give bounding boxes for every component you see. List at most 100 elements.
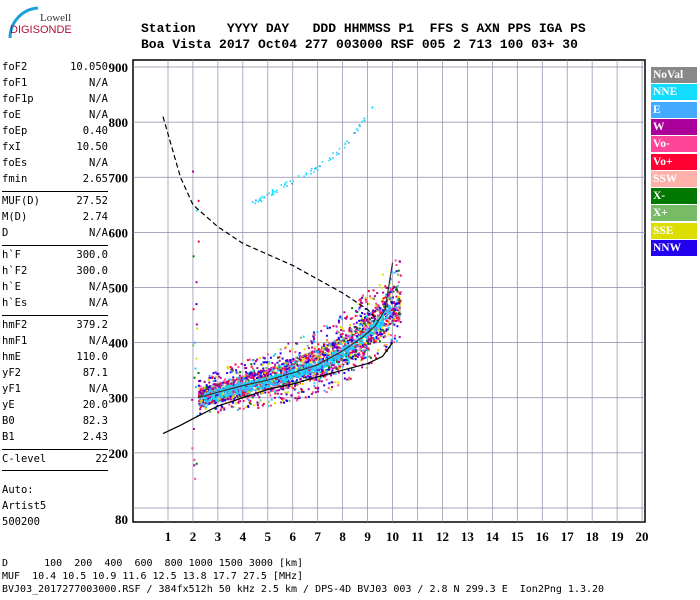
echo-point: [337, 337, 340, 340]
echo-point: [307, 388, 310, 391]
echo-point: [314, 370, 317, 373]
echo-point: [355, 329, 358, 332]
echo-point: [296, 379, 299, 382]
echo-point: [397, 306, 400, 309]
x-trace-point: [318, 165, 321, 167]
echo-point: [354, 351, 357, 354]
echo-point: [191, 447, 194, 450]
echo-point: [338, 343, 341, 346]
echo-point: [273, 383, 276, 386]
echo-point: [305, 361, 308, 364]
echo-point: [295, 362, 298, 365]
echo-point: [320, 348, 323, 351]
echo-point: [378, 333, 381, 336]
echo-point: [373, 354, 376, 357]
echo-point: [199, 406, 202, 409]
echo-point: [266, 377, 269, 380]
x-trace-point: [280, 184, 283, 186]
echo-point: [247, 388, 250, 391]
echo-point: [339, 315, 342, 318]
echo-point: [393, 341, 396, 344]
echo-point: [397, 269, 400, 272]
echo-point: [259, 377, 262, 380]
echo-point: [275, 366, 278, 369]
echo-point: [247, 399, 250, 402]
legend-item-voplus: Vo+: [651, 153, 697, 170]
param-value: N/A: [89, 297, 108, 309]
x-tick-label: 5: [265, 529, 272, 544]
echo-point: [254, 380, 257, 383]
echo-point: [226, 387, 229, 390]
param-name: B1: [2, 431, 15, 443]
echo-point: [305, 378, 308, 381]
echo-point: [264, 371, 267, 374]
echo-point: [283, 371, 286, 374]
echo-point: [343, 340, 346, 343]
echo-point: [299, 373, 302, 376]
echo-point: [364, 316, 367, 319]
echo-point: [389, 278, 392, 281]
echo-point: [323, 348, 326, 351]
param-name: foF1p: [2, 93, 34, 105]
echo-point: [312, 360, 315, 363]
param-row: yE 20.0: [2, 399, 108, 415]
echo-point: [348, 346, 351, 349]
echo-point: [398, 302, 401, 305]
echo-point: [260, 383, 263, 386]
echo-point: [210, 390, 213, 393]
echo-point: [243, 364, 246, 367]
echo-point: [201, 400, 204, 403]
legend-item-e: E: [651, 101, 697, 118]
echo-point: [279, 381, 282, 384]
echo-point: [398, 309, 401, 312]
echo-point: [360, 359, 363, 362]
x-trace-point: [289, 180, 291, 182]
echo-point: [380, 324, 383, 327]
echo-point: [363, 328, 366, 331]
echo-point: [300, 366, 303, 369]
echo-point: [348, 361, 351, 364]
echo-point: [375, 304, 378, 307]
echo-point: [381, 316, 384, 319]
echo-point: [273, 396, 276, 399]
echo-point: [358, 306, 361, 309]
echo-point: [296, 358, 299, 361]
echo-point: [298, 396, 301, 399]
echo-point: [360, 349, 363, 352]
echo-point: [233, 388, 236, 391]
echo-point: [351, 316, 354, 319]
echo-point: [308, 363, 311, 366]
echo-point: [322, 346, 325, 349]
echo-point: [232, 390, 235, 393]
echo-point: [309, 354, 312, 357]
echo-point: [221, 393, 224, 396]
y-tick-label: 80: [115, 512, 128, 527]
echo-point: [290, 363, 293, 366]
echo-point: [214, 371, 217, 374]
echo-point: [232, 376, 235, 379]
echo-point: [387, 297, 390, 300]
echo-point: [368, 318, 371, 321]
echo-point: [280, 387, 283, 390]
echo-point: [365, 336, 368, 339]
echo-point: [394, 309, 397, 312]
echo-point: [339, 333, 342, 336]
echo-point: [231, 369, 234, 372]
legend-item-xminus: X-: [651, 188, 697, 205]
echo-point: [340, 340, 343, 343]
echo-point: [316, 355, 319, 358]
echo-point: [240, 362, 243, 365]
echo-point: [262, 387, 265, 390]
echo-point: [377, 329, 380, 332]
echo-point: [345, 317, 348, 320]
echo-point: [283, 365, 286, 368]
echo-point: [298, 364, 301, 367]
echo-point: [232, 378, 235, 381]
echo-point: [364, 298, 367, 301]
x-tick-label: 15: [511, 529, 525, 544]
echo-point: [219, 381, 222, 384]
echo-point: [223, 395, 226, 398]
echo-point: [399, 274, 402, 277]
echo-point: [226, 396, 229, 399]
echo-point: [231, 393, 234, 396]
